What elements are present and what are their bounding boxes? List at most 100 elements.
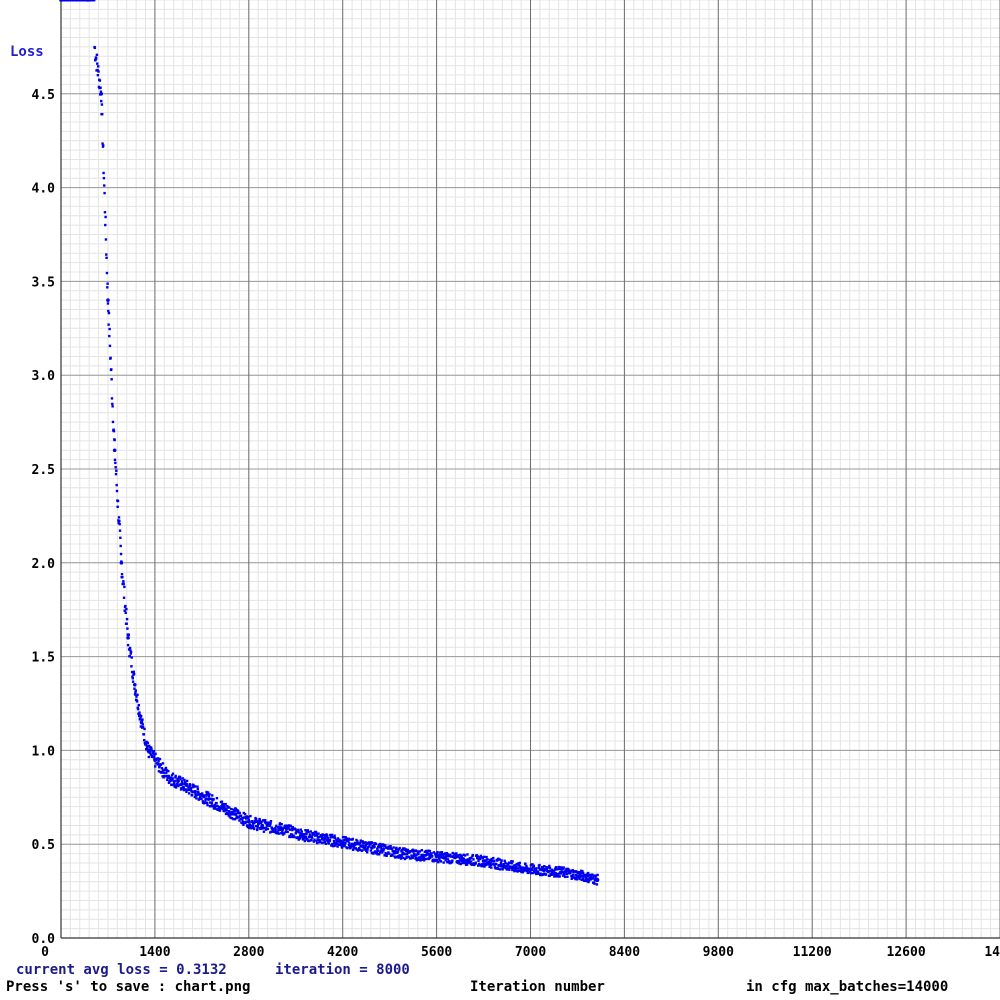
loss-point <box>125 622 128 625</box>
loss-point <box>403 857 407 861</box>
loss-point <box>241 816 244 820</box>
loss-point <box>214 807 217 810</box>
loss-point <box>514 867 517 870</box>
loss-point <box>195 797 198 800</box>
loss-point <box>426 851 429 854</box>
loss-point <box>193 795 197 799</box>
loss-point <box>110 378 113 381</box>
loss-point <box>104 215 107 219</box>
loss-point <box>144 742 148 745</box>
loss-data-point <box>126 636 130 640</box>
loss-point <box>185 782 188 786</box>
loss-point <box>298 837 301 840</box>
loss-point <box>585 879 589 883</box>
y-tick-label: 3.0 <box>32 369 56 384</box>
loss-point <box>465 863 469 866</box>
y-tick-label: 4.0 <box>32 182 56 197</box>
loss-point <box>554 867 557 870</box>
y-tick-label: 0.5 <box>32 838 55 853</box>
loss-point <box>315 839 318 843</box>
loss-point <box>413 854 416 858</box>
loss-point <box>268 824 272 827</box>
loss-point <box>174 774 177 778</box>
loss-point <box>430 852 433 855</box>
loss-point <box>511 868 514 872</box>
loss-point <box>347 837 350 840</box>
loss-point <box>139 716 142 720</box>
loss-point <box>242 811 245 815</box>
loss-point <box>209 804 213 808</box>
loss-point <box>514 864 517 867</box>
loss-point <box>315 833 319 836</box>
loss-point <box>149 749 152 753</box>
loss-point <box>463 860 466 863</box>
loss-data-point <box>260 823 265 828</box>
loss-point <box>389 854 393 858</box>
loss-point <box>227 810 231 813</box>
loss-point <box>565 872 569 876</box>
loss-point <box>518 861 521 865</box>
loss-point <box>240 818 244 821</box>
loss-point <box>114 461 117 465</box>
loss-point <box>242 823 245 826</box>
loss-point <box>558 875 561 878</box>
loss-point <box>330 835 333 838</box>
loss-point <box>451 859 454 862</box>
loss-point <box>181 777 184 780</box>
loss-point <box>223 805 226 808</box>
loss-point <box>262 830 266 833</box>
loss-point <box>483 855 486 859</box>
loss-point <box>437 861 440 864</box>
loss-point <box>248 824 252 828</box>
loss-point <box>331 843 334 846</box>
loss-point <box>445 851 449 855</box>
loss-point <box>505 865 508 869</box>
loss-point <box>540 868 544 872</box>
loss-point <box>255 828 259 832</box>
loss-point <box>528 870 532 873</box>
loss-data-point <box>206 797 211 801</box>
loss-point <box>579 871 583 875</box>
loss-point <box>512 864 516 867</box>
loss-point <box>259 827 262 831</box>
loss-point <box>567 868 570 871</box>
loss-point <box>301 836 304 839</box>
loss-point <box>174 786 178 789</box>
loss-point <box>123 585 126 589</box>
loss-point <box>366 848 369 851</box>
loss-point <box>322 834 325 837</box>
loss-point <box>207 794 211 798</box>
loss-point <box>219 807 222 810</box>
loss-point <box>336 842 339 846</box>
loss-point <box>423 850 427 853</box>
loss-point <box>423 857 426 861</box>
loss-point <box>471 853 475 857</box>
loss-point <box>559 867 562 871</box>
loss-point <box>553 875 556 878</box>
loss-point <box>550 870 553 873</box>
loss-point <box>371 841 374 845</box>
loss-point <box>319 839 322 842</box>
loss-point <box>131 677 134 680</box>
loss-point <box>321 841 324 844</box>
loss-point <box>206 803 209 807</box>
loss-point <box>188 788 191 792</box>
loss-point <box>455 852 458 855</box>
loss-point <box>145 740 148 744</box>
loss-point <box>340 839 343 842</box>
loss-data-point <box>562 870 566 875</box>
loss-point <box>118 522 121 526</box>
loss-point <box>436 852 439 855</box>
loss-point <box>244 821 247 825</box>
loss-point <box>228 815 231 818</box>
loss-point <box>256 827 259 830</box>
loss-point <box>382 843 385 847</box>
loss-point <box>300 830 303 833</box>
loss-point <box>278 826 281 829</box>
loss-point <box>161 770 164 773</box>
loss-point <box>255 820 259 823</box>
loss-point <box>138 718 142 721</box>
loss-point <box>433 858 437 861</box>
loss-point <box>483 865 486 868</box>
loss-data-point <box>106 298 110 302</box>
